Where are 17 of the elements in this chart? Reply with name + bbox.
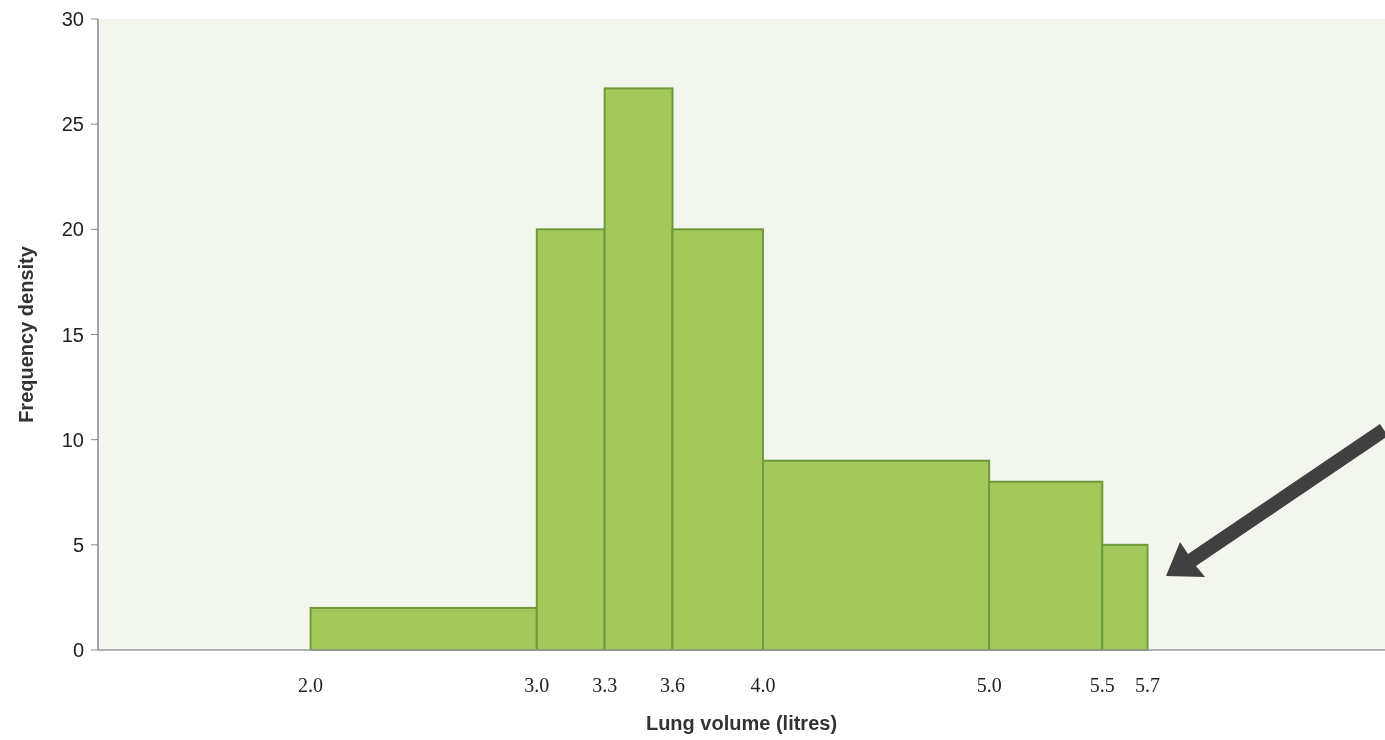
x-tick-label: 3.0	[524, 674, 550, 696]
y-tick-label: 20	[61, 218, 84, 241]
x-tick-label: 3.3	[592, 674, 618, 696]
y-tick-label: 10	[61, 428, 84, 451]
y-tick-label: 5	[72, 533, 84, 556]
x-axis-title: Lung volume (litres)	[645, 712, 838, 734]
x-tick-label: 5.5	[1089, 674, 1115, 696]
y-tick-label: 0	[72, 639, 84, 661]
y-tick-label: 25	[61, 113, 84, 136]
y-tick-label: 15	[61, 323, 84, 346]
x-tick-label: 5.0	[976, 674, 1002, 696]
x-tick-label: 3.6	[660, 674, 686, 696]
y-axis-title: Frequency density	[15, 245, 37, 423]
y-tick-label: 30	[61, 8, 84, 30]
x-tick-label: 2.0	[298, 674, 324, 696]
x-tick-label: 4.0	[750, 674, 776, 696]
x-tick-label: 5.7	[1135, 674, 1160, 696]
